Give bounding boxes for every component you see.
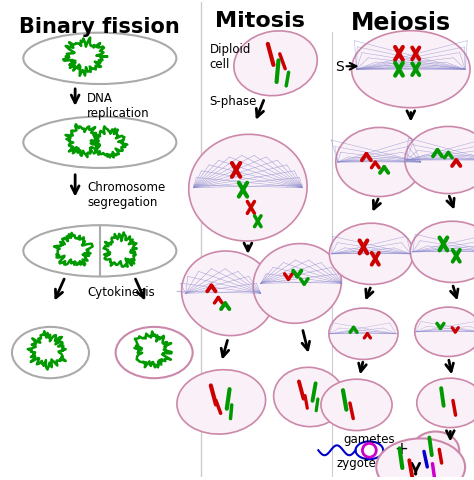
Ellipse shape (415, 308, 474, 357)
Ellipse shape (23, 117, 176, 168)
Ellipse shape (116, 327, 192, 378)
Ellipse shape (417, 378, 474, 428)
Ellipse shape (376, 439, 465, 480)
Ellipse shape (23, 34, 176, 85)
Text: S-phase: S-phase (210, 95, 257, 108)
Ellipse shape (410, 222, 474, 283)
Text: DNA
replication: DNA replication (87, 92, 150, 120)
Ellipse shape (329, 309, 398, 360)
Ellipse shape (356, 442, 383, 459)
Text: gametes: gametes (344, 432, 395, 444)
Text: Mitosis: Mitosis (215, 11, 305, 31)
Ellipse shape (321, 379, 392, 431)
Text: S: S (335, 60, 344, 74)
Text: Diploid
cell: Diploid cell (210, 42, 251, 71)
Ellipse shape (12, 327, 89, 378)
Text: Chromosome
segregation: Chromosome segregation (87, 180, 165, 208)
Text: Binary fission: Binary fission (19, 17, 180, 37)
Ellipse shape (412, 432, 459, 469)
Ellipse shape (253, 244, 341, 324)
Ellipse shape (352, 32, 470, 108)
Ellipse shape (329, 224, 413, 285)
Ellipse shape (273, 368, 345, 427)
Ellipse shape (189, 135, 307, 241)
Ellipse shape (405, 127, 474, 194)
Ellipse shape (336, 128, 423, 197)
Ellipse shape (177, 370, 265, 434)
Text: Cytokinesis: Cytokinesis (87, 286, 155, 299)
Ellipse shape (182, 252, 275, 336)
Text: Meiosis: Meiosis (351, 11, 451, 35)
Text: +: + (394, 439, 408, 457)
Ellipse shape (234, 32, 317, 96)
Text: zygote: zygote (337, 456, 377, 469)
Ellipse shape (23, 226, 176, 277)
